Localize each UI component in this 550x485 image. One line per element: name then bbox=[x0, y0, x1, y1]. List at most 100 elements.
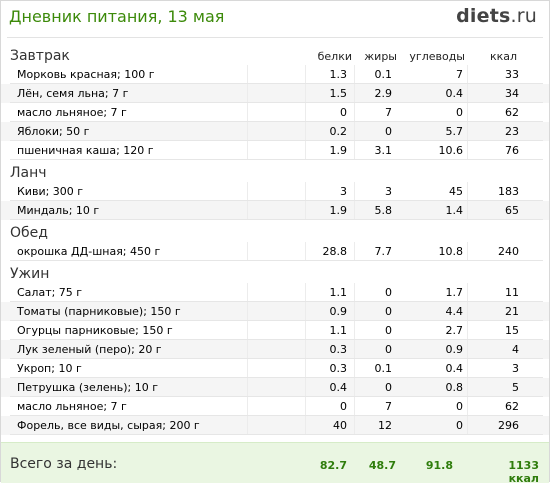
food-name: Огурцы парниковые; 150 г bbox=[17, 324, 173, 337]
food-name: масло льняное; 7 г bbox=[17, 106, 127, 119]
meal-name: Ланч bbox=[10, 165, 47, 181]
food-kcal: 240 bbox=[459, 245, 519, 258]
food-carbs: 1.7 bbox=[403, 286, 463, 299]
total-label: Всего за день: bbox=[10, 456, 117, 472]
food-carbs: 0.4 bbox=[403, 87, 463, 100]
site-logo[interactable]: diets.ru bbox=[456, 5, 537, 27]
food-row: Киви; 300 г 3 3 45 183 bbox=[1, 182, 549, 201]
food-name: Морковь красная; 100 г bbox=[17, 68, 154, 81]
food-kcal: 34 bbox=[459, 87, 519, 100]
food-fat: 0.1 bbox=[332, 362, 392, 375]
meal-heading: Обед bbox=[1, 220, 549, 242]
food-fat: 3.1 bbox=[332, 144, 392, 157]
food-fat: 12 bbox=[332, 419, 392, 432]
food-kcal: 183 bbox=[459, 185, 519, 198]
meal-name: Ужин bbox=[10, 266, 49, 282]
food-carbs: 0.4 bbox=[403, 362, 463, 375]
food-kcal: 3 bbox=[459, 362, 519, 375]
meal-heading: Ужин bbox=[1, 261, 549, 283]
column-divider bbox=[247, 416, 248, 435]
food-row: Яблоки; 50 г 0.2 0 5.7 23 bbox=[1, 122, 549, 141]
food-carbs: 5.7 bbox=[403, 125, 463, 138]
food-row: Укроп; 10 г 0.3 0.1 0.4 3 bbox=[1, 359, 549, 378]
meal-name: Завтрак bbox=[10, 48, 70, 64]
food-row: окрошка ДД-шная; 450 г 28.8 7.7 10.8 240 bbox=[1, 242, 549, 261]
food-row: Салат; 75 г 1.1 0 1.7 11 bbox=[1, 283, 549, 302]
column-divider bbox=[247, 340, 248, 359]
food-row: Миндаль; 10 г 1.9 5.8 1.4 65 bbox=[1, 201, 549, 220]
food-kcal: 11 bbox=[459, 286, 519, 299]
meal-heading: Завтрак bbox=[1, 43, 549, 65]
food-row: Огурцы парниковые; 150 г 1.1 0 2.7 15 bbox=[1, 321, 549, 340]
meal-name: Обед bbox=[10, 225, 48, 241]
food-carbs: 0 bbox=[403, 419, 463, 432]
column-divider bbox=[247, 182, 248, 201]
logo-text: diets bbox=[456, 5, 510, 27]
food-fat: 2.9 bbox=[332, 87, 392, 100]
column-divider bbox=[247, 302, 248, 321]
food-carbs: 0 bbox=[403, 106, 463, 119]
food-kcal: 33 bbox=[459, 68, 519, 81]
column-divider bbox=[247, 242, 248, 261]
food-row: Форель, все виды, сырая; 200 г 40 12 0 296 bbox=[1, 416, 549, 435]
logo-domain: .ru bbox=[511, 5, 538, 27]
food-row: Томаты (парниковые); 150 г 0.9 0 4.4 21 bbox=[1, 302, 549, 321]
food-carbs: 0.9 bbox=[403, 343, 463, 356]
food-row: пшеничная каша; 120 г 1.9 3.1 10.6 76 bbox=[1, 141, 549, 160]
food-carbs: 2.7 bbox=[403, 324, 463, 337]
food-fat: 0 bbox=[332, 343, 392, 356]
food-row: масло льняное; 7 г 0 7 0 62 bbox=[1, 397, 549, 416]
column-divider bbox=[247, 141, 248, 160]
food-fat: 7 bbox=[332, 400, 392, 413]
food-carbs: 4.4 bbox=[403, 305, 463, 318]
column-divider bbox=[247, 397, 248, 416]
food-fat: 0 bbox=[332, 305, 392, 318]
food-name: Лён, семя льна; 7 г bbox=[17, 87, 128, 100]
column-divider bbox=[247, 103, 248, 122]
column-divider bbox=[247, 283, 248, 302]
food-fat: 0 bbox=[332, 324, 392, 337]
column-divider bbox=[247, 65, 248, 84]
food-kcal: 62 bbox=[459, 106, 519, 119]
food-row: Лук зеленый (перо); 20 г 0.3 0 0.9 4 bbox=[1, 340, 549, 359]
food-kcal: 296 bbox=[459, 419, 519, 432]
food-carbs: 10.6 bbox=[403, 144, 463, 157]
food-kcal: 76 bbox=[459, 144, 519, 157]
food-kcal: 62 bbox=[459, 400, 519, 413]
food-name: Киви; 300 г bbox=[17, 185, 83, 198]
food-name: масло льняное; 7 г bbox=[17, 400, 127, 413]
food-kcal: 23 bbox=[459, 125, 519, 138]
food-row: Морковь красная; 100 г 1.3 0.1 7 33 bbox=[1, 65, 549, 84]
food-row: масло льняное; 7 г 0 7 0 62 bbox=[1, 103, 549, 122]
meal-heading: Ланч bbox=[1, 160, 549, 182]
header: Дневник питания, 13 мая diets.ru bbox=[1, 1, 549, 33]
food-kcal: 4 bbox=[459, 343, 519, 356]
food-carbs: 45 bbox=[403, 185, 463, 198]
food-name: Форель, все виды, сырая; 200 г bbox=[17, 419, 200, 432]
column-divider bbox=[247, 321, 248, 340]
total-fat: 48.7 bbox=[336, 459, 396, 472]
food-fat: 0 bbox=[332, 125, 392, 138]
food-carbs: 1.4 bbox=[403, 204, 463, 217]
food-name: Лук зеленый (перо); 20 г bbox=[17, 343, 162, 356]
daily-total-bar: Всего за день: 82.7 48.7 91.8 1133 ккал bbox=[1, 442, 549, 483]
food-name: Томаты (парниковые); 150 г bbox=[17, 305, 181, 318]
food-kcal: 21 bbox=[459, 305, 519, 318]
food-kcal: 5 bbox=[459, 381, 519, 394]
food-kcal: 15 bbox=[459, 324, 519, 337]
food-fat: 7.7 bbox=[332, 245, 392, 258]
food-kcal: 65 bbox=[459, 204, 519, 217]
food-name: окрошка ДД-шная; 450 г bbox=[17, 245, 160, 258]
column-divider bbox=[247, 378, 248, 397]
column-divider bbox=[247, 122, 248, 141]
food-fat: 0 bbox=[332, 286, 392, 299]
food-fat: 0 bbox=[332, 381, 392, 394]
food-name: Петрушка (зелень); 10 г bbox=[17, 381, 158, 394]
row-divider bbox=[10, 434, 543, 435]
food-row: Петрушка (зелень); 10 г 0.4 0 0.8 5 bbox=[1, 378, 549, 397]
food-row: Лён, семя льна; 7 г 1.5 2.9 0.4 34 bbox=[1, 84, 549, 103]
food-fat: 5.8 bbox=[332, 204, 392, 217]
food-carbs: 10.8 bbox=[403, 245, 463, 258]
food-carbs: 7 bbox=[403, 68, 463, 81]
